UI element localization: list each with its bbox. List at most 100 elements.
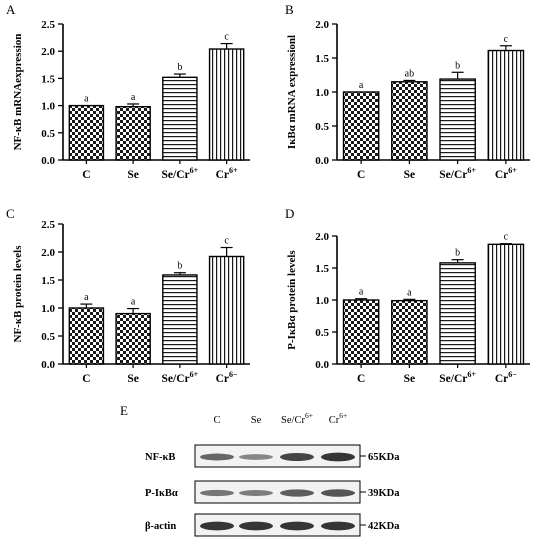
panel-label-e: E bbox=[120, 403, 128, 418]
bar bbox=[162, 274, 198, 365]
significance-letter: a bbox=[84, 292, 89, 303]
y-tick-label: 0.5 bbox=[41, 331, 55, 343]
bar bbox=[208, 48, 245, 161]
blot-band bbox=[239, 454, 273, 460]
y-tick-label: 1.0 bbox=[315, 87, 329, 99]
category-label: C bbox=[82, 169, 90, 181]
chart-nfkb-mrna: 0.0 0.5 1.0 1.5 2.0 2.5 NF-κB mRNAexpression a C… bbox=[12, 19, 250, 181]
y-tick-label: 2.0 bbox=[41, 247, 55, 259]
panel-label-b: B bbox=[285, 2, 294, 17]
blot-band bbox=[280, 489, 314, 497]
significance-letter: c bbox=[504, 232, 509, 243]
significance-letter: a bbox=[84, 94, 89, 105]
y-tick-label: 1.5 bbox=[315, 263, 329, 275]
bar bbox=[439, 78, 476, 161]
bar bbox=[487, 49, 525, 161]
blot-band bbox=[200, 521, 234, 531]
category-label: Cr6+ bbox=[495, 166, 517, 181]
y-tick-label: 2.0 bbox=[315, 231, 329, 243]
blot-column-label: Se bbox=[251, 415, 262, 426]
y-tick-label: 0.5 bbox=[315, 121, 329, 133]
bar bbox=[342, 299, 380, 365]
blot-band bbox=[239, 490, 273, 496]
chart-nfkb-protein: 0.0 0.5 1.0 1.5 2.0 2.5 NF-κB protein levels a C… bbox=[12, 219, 250, 385]
y-tick-label: 2.0 bbox=[41, 46, 55, 58]
western-blot: C Se Se/Cr6+ Cr6+ NF-κB 65KDa P-IκBα 39KDa β-act… bbox=[145, 411, 400, 537]
category-label: Se/Cr6+ bbox=[439, 370, 476, 385]
blot-band bbox=[200, 489, 234, 497]
blot-band bbox=[239, 521, 273, 531]
category-label: Cr6+ bbox=[216, 166, 238, 181]
blot-band bbox=[200, 453, 234, 461]
y-tick-label: 1.0 bbox=[41, 303, 55, 315]
y-tick-label: 1.0 bbox=[315, 295, 329, 307]
blot-size-label: 39KDa bbox=[368, 488, 400, 499]
significance-letter: b bbox=[177, 261, 182, 272]
category-label: Se bbox=[404, 373, 416, 385]
y-tick-label: 0.0 bbox=[41, 359, 55, 371]
bar bbox=[391, 299, 428, 365]
y-tick-label: 2.5 bbox=[41, 219, 55, 231]
y-tick-label: 0.0 bbox=[41, 155, 55, 167]
y-tick-label: 1.5 bbox=[41, 73, 55, 85]
significance-letter: c bbox=[224, 236, 229, 247]
blot-band bbox=[321, 489, 355, 497]
significance-letter: a bbox=[359, 80, 364, 91]
category-label: C bbox=[82, 373, 90, 385]
bar bbox=[487, 243, 525, 365]
blot-size-label: 65KDa bbox=[368, 452, 400, 463]
panel-label-d: D bbox=[285, 206, 294, 221]
bar bbox=[391, 81, 428, 161]
significance-letter: a bbox=[359, 287, 364, 298]
y-tick-label: 2.5 bbox=[41, 19, 55, 31]
y-tick-label: 1.5 bbox=[315, 53, 329, 65]
y-tick-label: 1.5 bbox=[41, 275, 55, 287]
y-axis-title: P-IκBα protein levels bbox=[286, 250, 298, 350]
bar bbox=[68, 307, 105, 365]
category-label: Se/Cr6+ bbox=[439, 166, 476, 181]
y-tick-label: 0.5 bbox=[315, 327, 329, 339]
blot-size-label: 42KDa bbox=[368, 521, 400, 532]
bar bbox=[115, 312, 151, 365]
panel-label-c: C bbox=[6, 206, 15, 221]
y-tick-label: 0.5 bbox=[41, 128, 55, 140]
significance-letter: b bbox=[455, 60, 460, 71]
blot-band bbox=[321, 452, 355, 462]
blot-band bbox=[280, 521, 314, 531]
category-label: C bbox=[357, 373, 365, 385]
significance-letter: a bbox=[407, 287, 412, 298]
category-label: Se/Cr6+ bbox=[162, 166, 199, 181]
y-axis-title: NF-κB protein levels bbox=[12, 245, 24, 343]
y-tick-label: 0.0 bbox=[315, 359, 329, 371]
chart-pikba-protein: 0.0 0.5 1.0 1.5 2.0 P-IκBα protein levels a Ca S… bbox=[286, 231, 530, 385]
blot-column-label: Se/Cr6+ bbox=[281, 411, 313, 426]
category-label: Se bbox=[127, 169, 139, 181]
blot-column-label: C bbox=[213, 415, 220, 426]
y-axis-title: NF-κB mRNAexpression bbox=[12, 34, 24, 151]
blot-row-label: β-actin bbox=[145, 521, 176, 532]
significance-letter: a bbox=[131, 92, 136, 103]
blot-row-label: P-IκBα bbox=[145, 488, 178, 499]
bar bbox=[439, 262, 476, 365]
y-tick-label: 1.0 bbox=[41, 101, 55, 113]
blot-column-label: Cr6+ bbox=[329, 411, 347, 426]
y-axis-title: IκBα mRNA expressionl bbox=[286, 35, 298, 149]
y-tick-label: 2.0 bbox=[315, 19, 329, 31]
chart-ikba-mrna: 0.0 0.5 1.0 1.5 2.0 IκBα mRNA expressionl a Cab… bbox=[286, 19, 530, 181]
category-label: Se/Cr6+ bbox=[162, 370, 199, 385]
blot-band bbox=[321, 521, 355, 531]
significance-letter: b bbox=[455, 248, 460, 259]
bar bbox=[162, 76, 198, 161]
bar bbox=[115, 105, 151, 161]
blot-row-label: NF-κB bbox=[145, 452, 175, 463]
y-tick-label: 0.0 bbox=[315, 155, 329, 167]
bar bbox=[342, 91, 380, 161]
significance-letter: b bbox=[177, 62, 182, 73]
significance-letter: c bbox=[504, 34, 509, 45]
blot-band bbox=[280, 452, 314, 462]
panel-label-a: A bbox=[6, 2, 16, 17]
significance-letter: ab bbox=[405, 68, 414, 79]
bar bbox=[68, 104, 105, 161]
category-label: Se bbox=[404, 169, 416, 181]
